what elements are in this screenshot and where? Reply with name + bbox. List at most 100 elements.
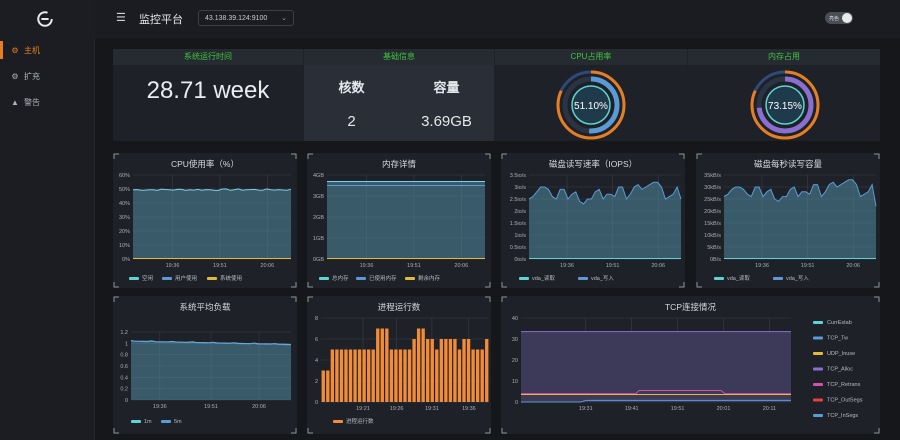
y-tick-label: 1.2 [120, 330, 128, 336]
bar [407, 349, 412, 402]
y-tick-label: 40% [119, 201, 130, 207]
y-tick-label: 60% [119, 173, 130, 179]
y-tick-label: 35kB/s [704, 173, 721, 179]
legend-swatch [773, 277, 783, 280]
x-tick-label: 20:11 [763, 406, 776, 412]
legend-label: vda_写入 [786, 275, 809, 282]
cpu-gauge: 51.10% [556, 70, 626, 140]
y-tick-label: 3.5io/s [510, 173, 526, 179]
y-tick-label: 30kB/s [704, 185, 721, 191]
tcp-chart-panel: TCP连接情况 40 30 20 10 0 19:31 19:41 19:51 20:01 20:… [501, 296, 880, 434]
legend-label: 已使用内存 [369, 274, 397, 282]
y-tick-label: 10kB/s [704, 233, 721, 239]
procs-chart: 8 6 4 2 0 19:21 19:26 19:31 19:36 进程运行数 [307, 296, 491, 434]
cpu-usage-header: CPU占用率 [495, 49, 687, 65]
x-tick-label: 19:26 [390, 406, 404, 412]
panel-corner [874, 296, 880, 302]
panel-corner [874, 282, 880, 288]
y-tick-label: 2GB [313, 215, 324, 221]
bar [471, 349, 475, 402]
y-tick-label: 25kB/s [704, 197, 721, 203]
legend-swatch [813, 414, 823, 417]
sidebar: ⚙ 主机 ⚙ 扩充 ▲ 警告 [0, 0, 95, 440]
y-tick-label: 2.5io/s [510, 197, 526, 203]
y-tick-label: 0% [122, 257, 130, 263]
x-tick-label: 19:41 [625, 406, 639, 412]
legend-swatch [162, 277, 172, 280]
legend-label: TCP_Retrans [827, 382, 861, 388]
y-tick-label: 0GB [313, 257, 324, 263]
legend-swatch [813, 367, 823, 371]
bar [412, 339, 416, 402]
menu-icon[interactable]: ☰ [116, 12, 126, 24]
iops-chart-title: 磁盘读写速率（IOPS） [548, 159, 638, 169]
procs-chart-panel: 进程运行数 8 6 4 2 0 19:21 19:26 19:31 19:36 进程运行数 [307, 296, 491, 434]
bar [353, 349, 357, 402]
basic-info-box: 核数 容量 2 3.69GB [304, 65, 494, 141]
y-tick-label: 3GB [313, 194, 324, 200]
legend-label: TCP_Tw [827, 336, 848, 342]
x-tick-label: 19:36 [462, 406, 476, 412]
sidebar-item-expand[interactable]: ⚙ 扩充 [0, 67, 94, 85]
bar [453, 339, 457, 402]
x-tick-label: 20:06 [260, 263, 274, 269]
y-tick-label: 0.5io/s [510, 245, 526, 251]
panel-corner [291, 282, 297, 288]
panel-corner [307, 428, 313, 434]
gear-icon: ⚙ [11, 71, 19, 81]
panel-corner [113, 282, 119, 288]
y-tick-label: 8 [315, 316, 318, 322]
y-tick-label: 0io/s [514, 257, 526, 263]
legend-swatch [319, 277, 329, 280]
page-title: 监控平台 [139, 14, 183, 26]
series-line-write [528, 181, 682, 205]
legend-label: 总内存 [332, 274, 349, 282]
y-tick-label: 0 [515, 400, 518, 406]
bar [480, 349, 484, 402]
sidebar-item-alert[interactable]: ▲ 警告 [0, 93, 94, 111]
legend-swatch [813, 383, 823, 386]
server-select[interactable]: 43.138.39.124:9100 ⌄ [198, 10, 294, 26]
panel-corner [307, 282, 313, 288]
legend-swatch [356, 277, 366, 280]
x-tick-label: 19:51 [407, 263, 421, 269]
warning-icon: ▲ [11, 97, 19, 107]
panel-corner [291, 296, 297, 302]
mem-gauge-inner-arc [756, 76, 814, 134]
mem-gauge: 73.15% [750, 70, 820, 140]
legend-swatch [714, 277, 724, 280]
capacity-label: 容量 [433, 80, 460, 95]
bar [466, 339, 471, 402]
disk-bytes-chart-title: 磁盘每秒读写容量 [753, 159, 822, 169]
panel-corner [501, 153, 507, 159]
load-chart-title: 系统平均负载 [179, 302, 231, 312]
iops-chart: 3.5io/s 3io/s 2.5io/s 2io/s 1.5io/s 1io/s 0.5i… [501, 153, 685, 288]
panel-corner [307, 153, 313, 159]
y-tick-label: 20 [512, 358, 518, 364]
legend-label: 进程运行数 [346, 417, 374, 425]
load-chart-panel: 系统平均负载 1.2 1 0.8 0.6 0.4 0.2 0 19:36 19:51 20:06 1… [113, 296, 297, 434]
legend-label: TCP_InSegs [827, 413, 858, 419]
bar [380, 328, 384, 402]
sidebar-item-label: 主机 [24, 45, 40, 55]
legend-swatch [578, 277, 588, 280]
y-tick-label: 1GB [313, 236, 324, 242]
x-tick-label: 19:36 [166, 263, 180, 269]
sidebar-item-host[interactable]: ⚙ 主机 [0, 41, 94, 59]
bar [348, 349, 353, 402]
toggle-knob [842, 13, 852, 23]
cpu-gauge-value: 51.10% [574, 101, 608, 112]
bar [376, 328, 380, 402]
cpu-gauge-outer-arc [556, 70, 626, 140]
disk-bytes-chart: 35kB/s 30kB/s 25kB/s 20kB/s 15kB/s 10kB/s 5kB/… [696, 153, 880, 288]
y-tick-label: 0.6 [120, 364, 128, 370]
series-line-write [723, 179, 877, 207]
panel-corner [485, 428, 491, 434]
theme-toggle[interactable]: 亮色 [825, 12, 853, 24]
y-tick-label: 1 [125, 341, 128, 347]
legend-swatch [519, 277, 529, 280]
theme-toggle-label: 亮色 [829, 16, 840, 22]
legend-label: TCP_OutSegs [827, 398, 863, 404]
bar [448, 339, 453, 402]
x-tick-label: 19:36 [153, 404, 167, 410]
